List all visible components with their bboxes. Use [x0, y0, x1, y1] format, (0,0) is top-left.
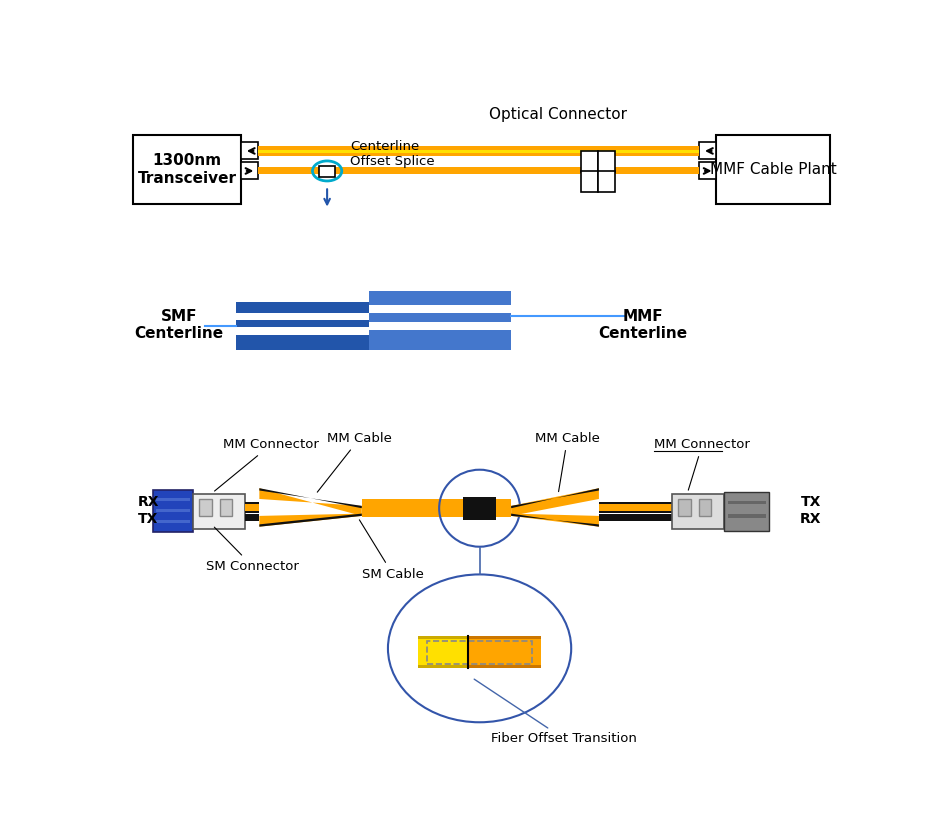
Bar — [599, 502, 672, 513]
Bar — [258, 150, 699, 153]
Bar — [237, 302, 368, 350]
Bar — [368, 305, 511, 313]
Ellipse shape — [388, 575, 571, 722]
Bar — [237, 328, 368, 335]
Bar — [699, 162, 716, 179]
Bar — [418, 665, 541, 668]
Text: MM Connector: MM Connector — [214, 438, 319, 491]
Bar — [418, 636, 541, 639]
Polygon shape — [259, 488, 362, 509]
Bar — [258, 146, 699, 156]
Bar — [368, 322, 511, 329]
Bar — [220, 499, 233, 516]
Bar — [716, 134, 830, 204]
Text: MM Cable: MM Cable — [535, 432, 600, 491]
Bar — [362, 499, 464, 518]
Bar — [194, 494, 246, 529]
Bar — [156, 520, 190, 523]
Text: RX: RX — [137, 495, 159, 509]
Polygon shape — [259, 488, 362, 516]
Bar — [241, 143, 258, 160]
Text: Fiber Offset Transition: Fiber Offset Transition — [474, 679, 637, 745]
Bar — [246, 502, 259, 513]
Text: MMF
Centerline: MMF Centerline — [598, 309, 687, 341]
Bar — [246, 502, 259, 504]
Bar — [418, 636, 468, 668]
Bar — [599, 510, 672, 513]
Text: MMF Cable Plant: MMF Cable Plant — [710, 162, 836, 177]
Bar — [699, 499, 712, 516]
Bar — [427, 641, 532, 663]
Bar — [599, 514, 672, 521]
Text: TX: TX — [801, 495, 822, 509]
Text: 1300nm
Transceiver: 1300nm Transceiver — [137, 153, 237, 186]
Bar — [598, 171, 615, 192]
Bar — [598, 151, 615, 172]
Bar — [153, 491, 194, 532]
Bar — [241, 162, 258, 179]
Polygon shape — [511, 513, 599, 526]
Bar — [582, 171, 598, 192]
Bar — [464, 496, 496, 520]
Bar — [237, 313, 368, 320]
Bar — [133, 134, 241, 204]
Polygon shape — [511, 513, 599, 526]
Bar — [246, 514, 259, 521]
Text: TX: TX — [137, 512, 158, 526]
Text: MM Connector: MM Connector — [654, 438, 750, 490]
Bar — [368, 291, 511, 350]
Bar — [727, 500, 766, 504]
Bar — [699, 143, 716, 160]
Text: SM Cable: SM Cable — [359, 520, 424, 580]
Polygon shape — [259, 513, 362, 526]
Polygon shape — [259, 513, 362, 526]
Bar — [320, 165, 335, 177]
Bar — [582, 151, 598, 172]
Bar — [678, 499, 691, 516]
Bar — [418, 665, 468, 668]
Bar — [156, 498, 190, 501]
Text: Centerline
Offset Splice: Centerline Offset Splice — [351, 140, 435, 168]
Bar — [246, 510, 259, 513]
Polygon shape — [511, 488, 599, 509]
Text: MM Cable: MM Cable — [317, 432, 392, 492]
Bar — [199, 499, 211, 516]
Bar — [496, 499, 511, 518]
Text: RX: RX — [800, 512, 822, 526]
Bar — [727, 514, 766, 518]
Text: Optical Connector: Optical Connector — [489, 108, 627, 122]
Bar — [156, 509, 190, 512]
Text: SM Connector: SM Connector — [207, 527, 299, 573]
Bar — [258, 168, 699, 174]
Bar — [672, 494, 725, 529]
Text: SMF
Centerline: SMF Centerline — [135, 309, 223, 341]
Bar — [418, 636, 541, 668]
Bar — [418, 636, 468, 639]
Polygon shape — [511, 488, 599, 516]
Bar — [725, 492, 770, 531]
Bar — [599, 502, 672, 504]
